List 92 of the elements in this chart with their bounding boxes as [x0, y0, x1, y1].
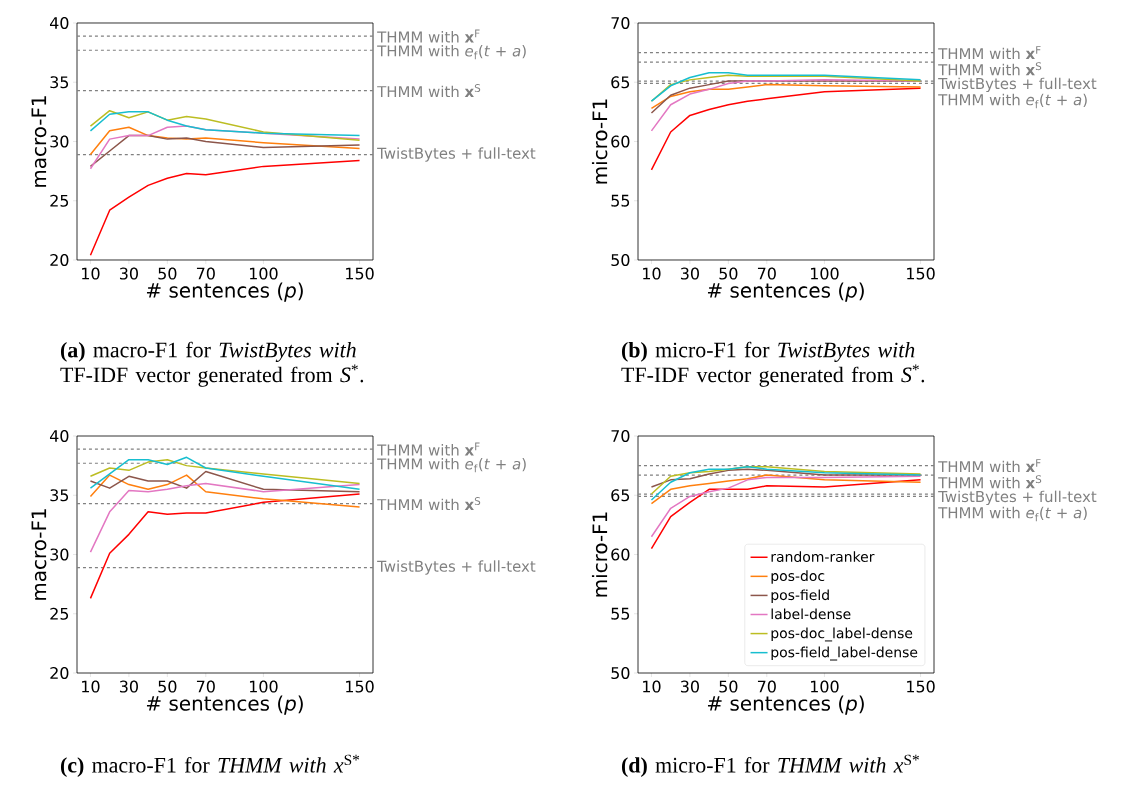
- x-tick-label: 100: [810, 267, 839, 280]
- line-series: [650, 466, 922, 501]
- ref-line-label: TwistBytes + full-text: [377, 560, 536, 575]
- ref-line-label: THMM with e$_{f}$(t + a): [938, 93, 1087, 109]
- line-series: [89, 493, 361, 600]
- line-series: [89, 126, 361, 156]
- ref-line-label: THMM with e$_{f}$(t + a): [938, 506, 1087, 522]
- ref-line-label: THMM with x$^{F}$: [938, 459, 1041, 473]
- text: (a) macro-F1 for TwistBytes with TF-IDF vector generated from S$^{*}$.: [60, 341, 364, 387]
- line-series: [650, 466, 922, 495]
- y-axis-title: macro-F1: [31, 96, 47, 187]
- x-tick-label: 30: [680, 680, 699, 693]
- y-tick-label: 40: [49, 429, 69, 443]
- legend-label: random-ranker: [771, 551, 875, 563]
- x-axis-title: # sentences (p): [707, 282, 864, 302]
- ref-line-label: THMM with x$^{F}$: [377, 29, 480, 43]
- y-axis-title: micro-F1: [591, 512, 608, 597]
- line-series: [89, 458, 361, 485]
- line-series: [89, 159, 361, 256]
- x-tick-label: 10: [82, 680, 100, 693]
- x-tick-label: 150: [346, 267, 374, 280]
- y-tick-label: 60: [611, 548, 630, 561]
- x-tick-label: 50: [158, 267, 177, 280]
- x-tick-label: 50: [158, 680, 177, 693]
- legend-label: pos-field: [771, 589, 829, 603]
- line-series: [89, 134, 361, 168]
- y-tick-label: 50: [611, 253, 630, 267]
- line-series: [650, 87, 922, 171]
- ref-line-label: TwistBytes + full-text: [938, 77, 1097, 93]
- ref-line-label: TwistBytes + full-text: [938, 490, 1097, 506]
- x-tick-label: 10: [643, 680, 661, 693]
- y-tick-label: 50: [611, 666, 630, 680]
- x-tick-label: 150: [346, 680, 374, 693]
- y-axis-title: macro-F1: [31, 509, 47, 600]
- y-tick-label: 35: [50, 489, 69, 502]
- y-tick-label: 40: [49, 16, 69, 30]
- ref-line-label: THMM with x$^{S}$: [938, 62, 1042, 76]
- y-tick-label: 30: [50, 135, 69, 148]
- text: (c) macro-F1 for THMM with x$^{S*}$: [60, 754, 360, 778]
- y-tick-label: 65: [611, 489, 630, 502]
- y-tick-label: 25: [50, 607, 69, 620]
- x-tick-label: 10: [82, 267, 100, 280]
- y-tick-label: 20: [50, 253, 69, 267]
- y-tick-label: 65: [611, 76, 630, 89]
- line-series: [89, 474, 361, 508]
- y-tick-label: 20: [50, 666, 69, 680]
- x-tick-label: 150: [907, 680, 935, 693]
- x-tick-label: 70: [196, 680, 215, 693]
- ref-line-label: THMM with e$_{f}$(t + a): [377, 457, 526, 473]
- y-tick-label: 70: [611, 429, 630, 443]
- line-series: [89, 482, 361, 553]
- ref-line-label: THMM with x$^{S}$: [377, 497, 481, 511]
- x-tick-label: 30: [119, 680, 138, 693]
- legend-label: pos-doc_label-dense: [771, 627, 913, 642]
- x-tick-label: 70: [757, 680, 776, 693]
- y-tick-label: 35: [50, 76, 69, 89]
- x-tick-label: 50: [719, 680, 738, 693]
- ref-line-label: TwistBytes + full-text: [377, 147, 536, 162]
- x-axis-title: # sentences (p): [146, 695, 303, 715]
- ref-line-label: THMM with x$^{F}$: [377, 442, 480, 456]
- legend-label: label-dense: [771, 608, 851, 620]
- x-tick-label: 100: [249, 267, 278, 280]
- y-tick-label: 55: [611, 607, 630, 620]
- x-axis-title: # sentences (p): [146, 282, 303, 302]
- legend-label: pos-field_label-dense: [771, 646, 918, 661]
- y-tick-label: 25: [50, 194, 69, 207]
- x-tick-label: 100: [249, 680, 278, 693]
- x-tick-label: 150: [907, 267, 935, 280]
- y-tick-label: 55: [611, 194, 630, 207]
- ref-line-label: THMM with x$^{S}$: [377, 84, 481, 98]
- ref-line-label: THMM with x$^{F}$: [938, 46, 1041, 60]
- x-tick-label: 50: [719, 267, 738, 280]
- line-series: [89, 456, 361, 491]
- y-tick-label: 70: [611, 16, 630, 30]
- line-series: [89, 470, 361, 493]
- x-tick-label: 70: [757, 267, 776, 280]
- x-tick-label: 70: [196, 267, 215, 280]
- x-tick-label: 100: [810, 680, 839, 693]
- y-tick-label: 30: [50, 548, 69, 561]
- ref-line-label: THMM with e$_{f}$(t + a): [377, 44, 526, 60]
- text: (d) micro-F1 for THMM with x$^{S*}$: [621, 754, 919, 778]
- ref-line-label: THMM with x$^{S}$: [938, 475, 1042, 489]
- x-tick-label: 10: [643, 267, 661, 280]
- x-axis-title: # sentences (p): [707, 695, 864, 715]
- x-tick-label: 30: [680, 267, 699, 280]
- y-axis-title: micro-F1: [591, 99, 608, 184]
- y-tick-label: 60: [611, 135, 630, 148]
- legend-label: pos-doc: [771, 570, 825, 584]
- line-series: [650, 475, 922, 538]
- x-tick-label: 30: [119, 267, 138, 280]
- text: (b) micro-F1 for TwistBytes with TF-IDF vector generated from S$^{*}$.: [621, 341, 925, 387]
- line-series: [650, 474, 922, 505]
